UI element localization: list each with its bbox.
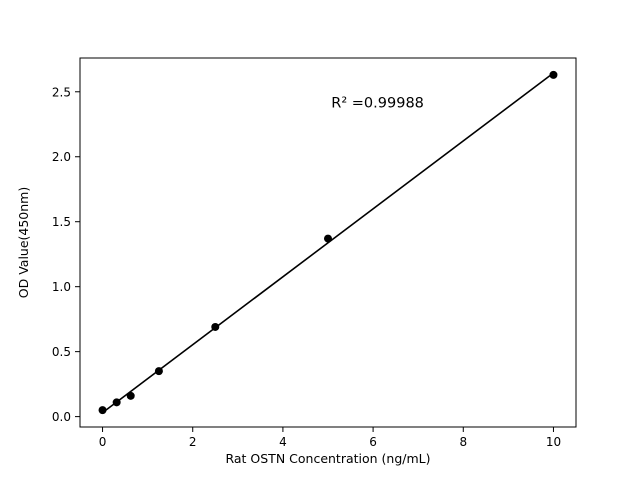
data-point — [324, 234, 332, 243]
y-tick-label: 2.5 — [52, 85, 71, 99]
data-point — [112, 398, 121, 407]
plot-area: 0 2 4 6 8 10 0.0 0.5 1.0 1.5 2.0 2.5 — [52, 57, 577, 449]
x-tick-label: 4 — [279, 435, 287, 449]
data-point — [549, 70, 558, 79]
x-axis-label: Rat OSTN Concentration (ng/mL) — [225, 451, 430, 466]
x-tick-label: 0 — [99, 435, 107, 449]
y-tick-label: 1.0 — [52, 280, 71, 294]
data-point — [98, 406, 107, 415]
y-tick-label: 0.0 — [52, 410, 71, 424]
fit-line — [102, 72, 554, 414]
y-tick-label: 2.0 — [52, 150, 71, 164]
r-squared-annotation: R² =0.99988 — [331, 95, 424, 111]
y-tick-label: 1.5 — [52, 215, 71, 229]
x-tick-label: 6 — [369, 435, 377, 449]
y-tick-label: 0.5 — [52, 345, 71, 359]
data-point — [154, 367, 163, 376]
x-tick-label: 8 — [459, 435, 467, 449]
axes-frame — [79, 57, 577, 428]
y-axis-label: OD Value(450nm) — [16, 187, 31, 298]
data-point — [126, 391, 135, 400]
data-point — [211, 322, 220, 331]
x-tick-label: 2 — [189, 435, 197, 449]
x-tick-label: 10 — [546, 435, 561, 449]
